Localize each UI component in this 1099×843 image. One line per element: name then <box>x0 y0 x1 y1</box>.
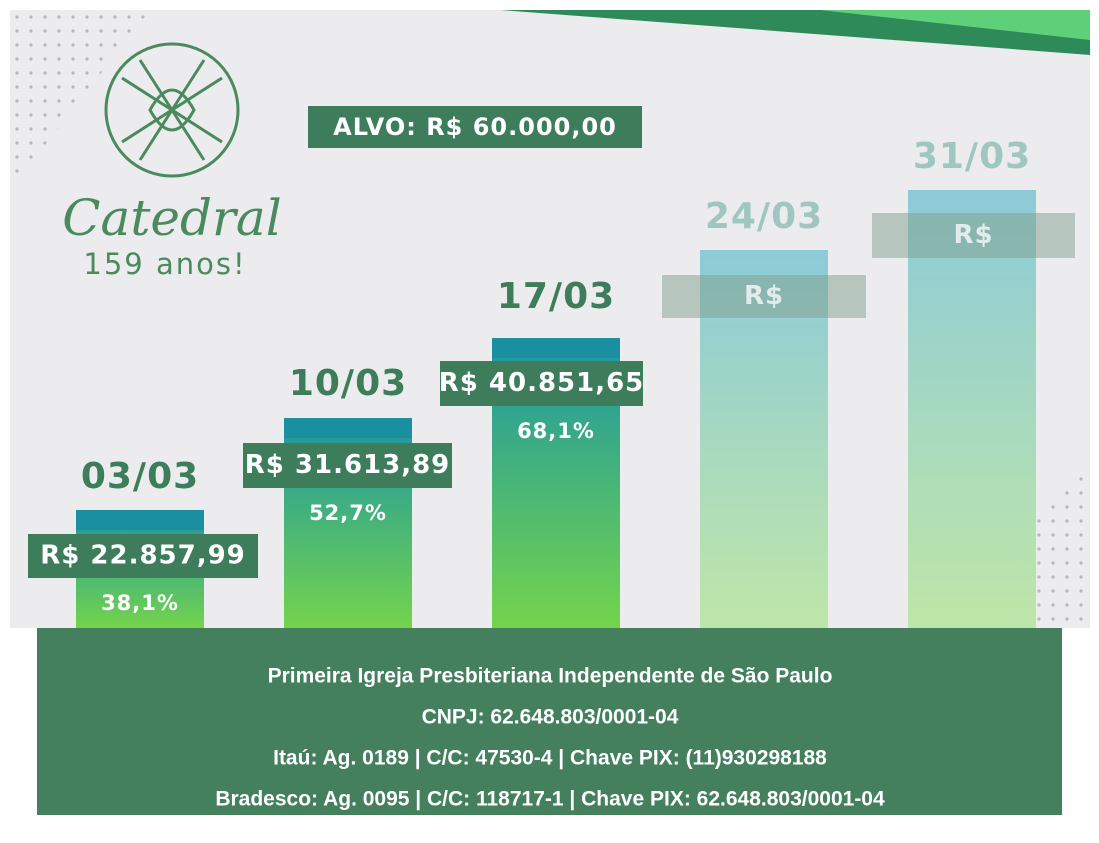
amount: R$ 40.851,65 <box>439 368 645 398</box>
amount: R$ 22.857,99 <box>40 541 246 571</box>
footer <box>37 628 1062 815</box>
amount-box <box>662 275 866 318</box>
footer-line: Itaú: Ag. 0189 | C/C: 47530-4 | Chave PI… <box>273 747 827 770</box>
percent: 38,1% <box>101 591 179 615</box>
amount-box <box>440 361 643 406</box>
footer-line: Bradesco: Ag. 0095 | C/C: 118717-1 | Cha… <box>215 788 885 811</box>
amount-box <box>28 534 258 578</box>
amount: R$ <box>744 281 784 311</box>
footer-line: Primeira Igreja Presbiteriana Independen… <box>268 665 833 688</box>
target: ALVO: R$ 60.000,00 <box>333 113 617 141</box>
logo-title: Catedral <box>62 189 281 247</box>
week-date: 24/03 <box>705 196 823 237</box>
footer-line: CNPJ: 62.648.803/0001-04 <box>422 706 679 729</box>
amount-box <box>872 213 1075 258</box>
week-date: 31/03 <box>913 136 1031 177</box>
amount: R$ <box>953 220 993 250</box>
amount-box <box>243 443 452 488</box>
amount: R$ 31.613,89 <box>245 450 451 480</box>
bar-cap <box>492 338 620 358</box>
bar <box>908 190 1036 628</box>
bar-cap <box>76 510 204 530</box>
target-box <box>308 106 642 148</box>
logo <box>104 42 240 178</box>
week-date: 17/03 <box>497 276 615 317</box>
percent: 52,7% <box>309 501 387 525</box>
dots <box>10 10 150 190</box>
week-date: 03/03 <box>81 456 199 497</box>
stripe <box>820 10 1090 40</box>
percent: 68,1% <box>517 419 595 443</box>
week-date: 10/03 <box>289 363 407 404</box>
bar-cap <box>284 418 412 438</box>
logo-subtitle: 159 anos! <box>83 247 246 281</box>
